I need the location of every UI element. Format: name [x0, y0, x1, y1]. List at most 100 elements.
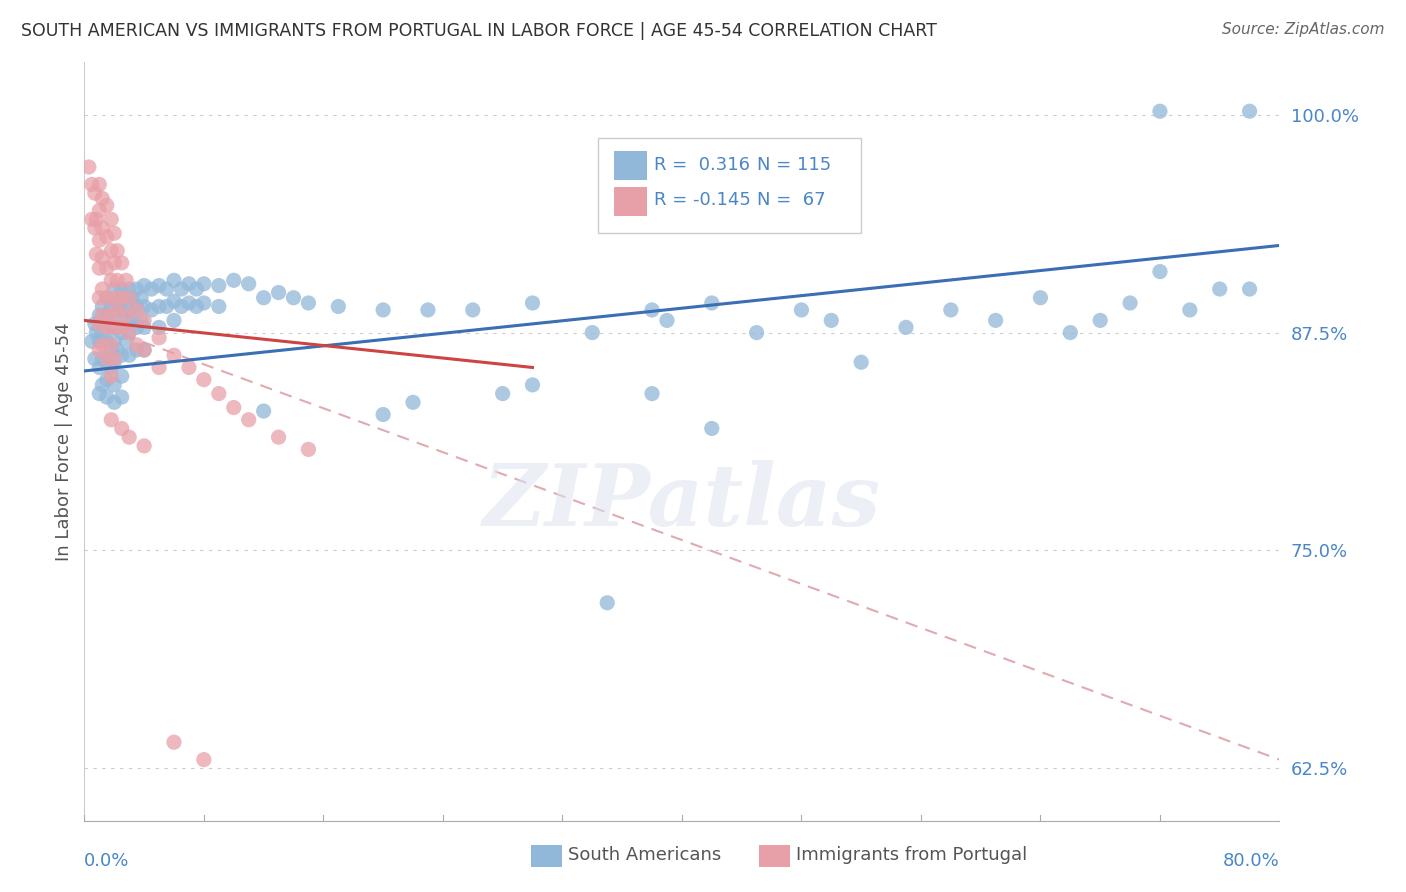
- Point: [91, 282, 114, 296]
- Point: [86, 247, 108, 261]
- Point: [132, 313, 156, 327]
- Point: [253, 291, 276, 305]
- Point: [115, 334, 138, 349]
- Point: [125, 282, 148, 296]
- Point: [170, 300, 193, 314]
- Point: [115, 313, 138, 327]
- Point: [86, 212, 108, 227]
- Point: [186, 300, 208, 314]
- Point: [193, 277, 215, 291]
- Point: [105, 296, 128, 310]
- Point: [121, 291, 143, 305]
- Point: [103, 351, 125, 366]
- Point: [121, 313, 143, 327]
- Point: [1239, 104, 1261, 119]
- Point: [111, 369, 134, 384]
- Point: [100, 300, 122, 314]
- Point: [155, 282, 177, 296]
- Point: [163, 348, 186, 362]
- Point: [522, 377, 544, 392]
- Point: [100, 343, 122, 357]
- Text: R = -0.145: R = -0.145: [654, 192, 751, 210]
- Point: [103, 226, 125, 240]
- Point: [89, 308, 111, 322]
- Point: [129, 291, 152, 305]
- Point: [655, 313, 678, 327]
- Point: [193, 373, 215, 387]
- Point: [91, 326, 114, 340]
- Point: [103, 256, 125, 270]
- Point: [939, 302, 962, 317]
- Point: [89, 317, 111, 331]
- Point: [103, 320, 125, 334]
- Point: [170, 282, 193, 296]
- Point: [111, 348, 134, 362]
- Point: [100, 369, 122, 384]
- Point: [91, 221, 114, 235]
- Point: [100, 338, 122, 352]
- Point: [96, 390, 118, 404]
- Text: Immigrants from Portugal: Immigrants from Portugal: [796, 847, 1026, 864]
- Point: [118, 430, 141, 444]
- Point: [96, 308, 118, 322]
- Point: [80, 178, 103, 192]
- Point: [297, 296, 319, 310]
- Point: [100, 273, 122, 287]
- Point: [103, 282, 125, 296]
- Point: [1239, 282, 1261, 296]
- Point: [125, 343, 148, 357]
- Point: [96, 355, 118, 369]
- Text: 0.0%: 0.0%: [84, 852, 129, 870]
- Point: [851, 355, 873, 369]
- Point: [96, 334, 118, 349]
- Point: [89, 360, 111, 375]
- Point: [163, 735, 186, 749]
- Point: [89, 343, 111, 357]
- Point: [1149, 104, 1171, 119]
- Point: [193, 753, 215, 767]
- Point: [103, 355, 125, 369]
- Point: [111, 282, 134, 296]
- Point: [1059, 326, 1081, 340]
- Point: [96, 198, 118, 212]
- Point: [111, 302, 134, 317]
- Point: [118, 302, 141, 317]
- Point: [596, 596, 619, 610]
- Point: [1209, 282, 1232, 296]
- Point: [83, 317, 105, 331]
- Point: [111, 320, 134, 334]
- Point: [238, 277, 260, 291]
- Point: [581, 326, 603, 340]
- Point: [91, 377, 114, 392]
- Point: [132, 278, 156, 293]
- Point: [790, 302, 813, 317]
- Point: [96, 373, 118, 387]
- Point: [155, 300, 177, 314]
- Point: [745, 326, 768, 340]
- Point: [125, 302, 148, 317]
- Point: [111, 390, 134, 404]
- Point: [148, 320, 170, 334]
- Point: [96, 261, 118, 276]
- Point: [132, 439, 156, 453]
- Point: [222, 273, 245, 287]
- Point: [1090, 313, 1112, 327]
- Point: [416, 302, 439, 317]
- Point: [118, 326, 141, 340]
- Point: [77, 160, 100, 174]
- Point: [820, 313, 842, 327]
- Point: [148, 300, 170, 314]
- Point: [89, 261, 111, 276]
- Point: [125, 338, 148, 352]
- Point: [132, 300, 156, 314]
- Point: [89, 203, 111, 218]
- Point: [118, 282, 141, 296]
- Point: [89, 178, 111, 192]
- Point: [283, 291, 305, 305]
- Point: [522, 296, 544, 310]
- Point: [105, 343, 128, 357]
- Point: [132, 343, 156, 357]
- Point: [193, 296, 215, 310]
- Point: [83, 221, 105, 235]
- Point: [148, 331, 170, 345]
